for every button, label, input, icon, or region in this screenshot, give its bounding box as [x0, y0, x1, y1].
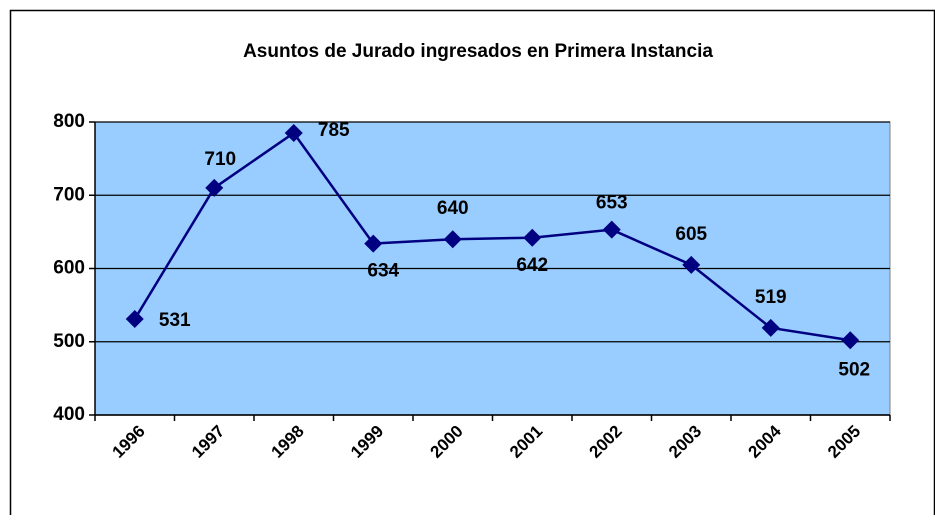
- data-label: 640: [437, 198, 469, 219]
- y-tick-label: 800: [53, 111, 85, 132]
- marker: [841, 331, 860, 350]
- chart-title: Asuntos de Jurado ingresados en Primera …: [243, 41, 713, 62]
- data-label: 653: [596, 193, 628, 214]
- data-label: 519: [755, 287, 787, 308]
- marker: [682, 255, 701, 274]
- data-label: 642: [516, 255, 548, 276]
- y-tick-label: 700: [53, 184, 85, 205]
- marker: [284, 123, 303, 142]
- data-label: 785: [318, 120, 350, 141]
- data-label: 502: [838, 359, 870, 380]
- marker: [364, 234, 383, 253]
- y-tick-label: 600: [53, 258, 85, 279]
- marker: [443, 230, 462, 249]
- data-label: 531: [159, 310, 191, 331]
- data-label: 710: [204, 149, 236, 170]
- marker: [761, 318, 780, 337]
- y-tick-label: 400: [53, 404, 85, 425]
- marker: [602, 220, 621, 239]
- y-tick-label: 500: [53, 331, 85, 352]
- data-label: 634: [367, 261, 399, 282]
- line: [133, 131, 851, 342]
- data-label: 605: [675, 224, 707, 245]
- marker: [523, 228, 542, 247]
- marker: [205, 178, 224, 197]
- marker: [125, 310, 144, 329]
